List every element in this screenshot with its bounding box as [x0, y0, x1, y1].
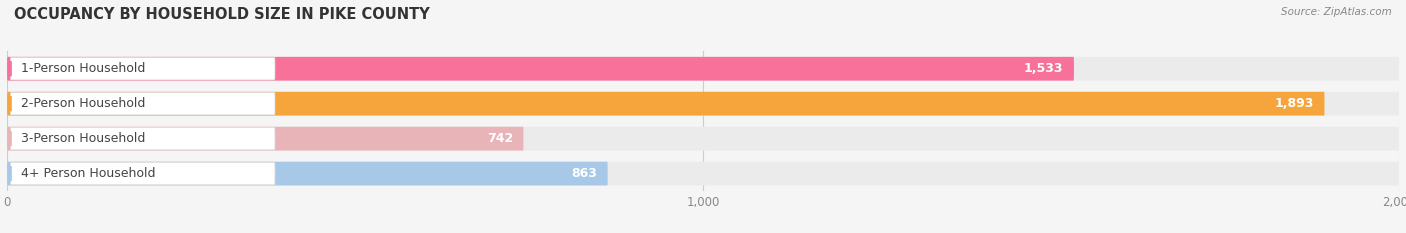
Text: 1-Person Household: 1-Person Household — [21, 62, 146, 75]
FancyBboxPatch shape — [7, 162, 1399, 185]
FancyBboxPatch shape — [7, 127, 1399, 151]
FancyBboxPatch shape — [7, 92, 1324, 116]
Text: Source: ZipAtlas.com: Source: ZipAtlas.com — [1281, 7, 1392, 17]
FancyBboxPatch shape — [10, 58, 276, 80]
Text: 4+ Person Household: 4+ Person Household — [21, 167, 156, 180]
Text: OCCUPANCY BY HOUSEHOLD SIZE IN PIKE COUNTY: OCCUPANCY BY HOUSEHOLD SIZE IN PIKE COUN… — [14, 7, 430, 22]
Text: 3-Person Household: 3-Person Household — [21, 132, 146, 145]
FancyBboxPatch shape — [10, 93, 276, 115]
FancyBboxPatch shape — [10, 162, 276, 185]
FancyBboxPatch shape — [7, 127, 523, 151]
Text: 1,533: 1,533 — [1024, 62, 1063, 75]
Text: 2-Person Household: 2-Person Household — [21, 97, 146, 110]
FancyBboxPatch shape — [7, 57, 1074, 81]
Text: 863: 863 — [571, 167, 598, 180]
FancyBboxPatch shape — [10, 127, 276, 150]
FancyBboxPatch shape — [7, 57, 1399, 81]
Text: 742: 742 — [486, 132, 513, 145]
FancyBboxPatch shape — [7, 92, 1399, 116]
Text: 1,893: 1,893 — [1275, 97, 1315, 110]
FancyBboxPatch shape — [7, 162, 607, 185]
